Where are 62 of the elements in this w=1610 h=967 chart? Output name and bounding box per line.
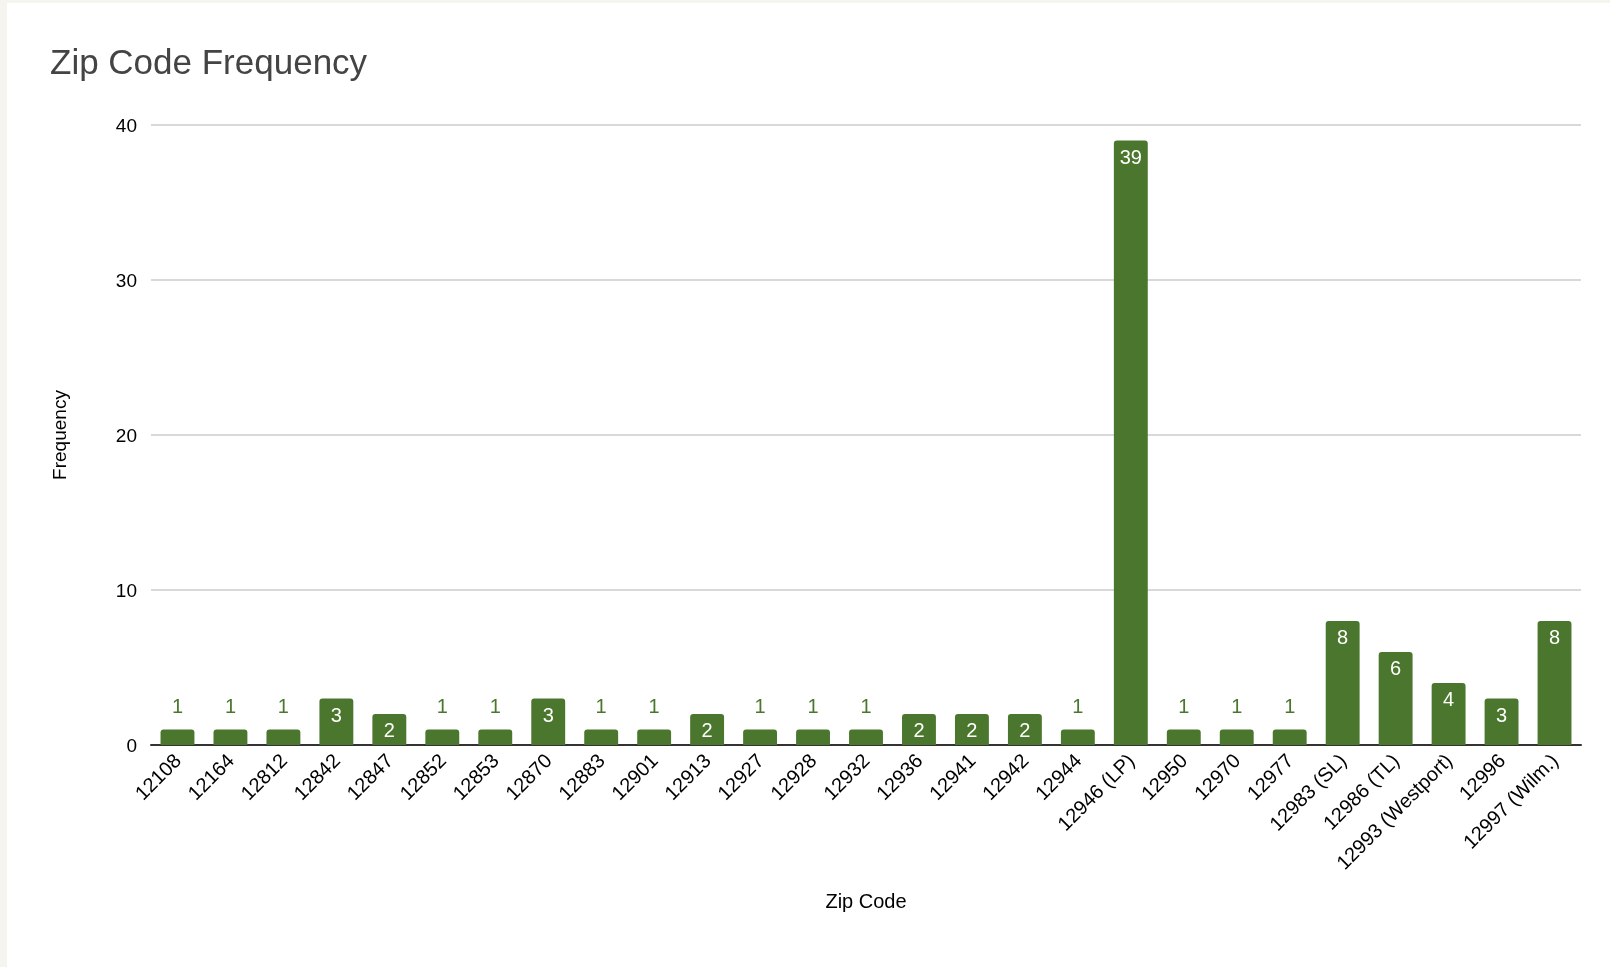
data-label: 1: [1284, 694, 1296, 717]
data-label: 2: [383, 719, 395, 741]
data-label: 3: [542, 703, 554, 726]
bar: [1060, 729, 1095, 745]
data-label: 1: [648, 694, 660, 717]
bar: [1007, 714, 1042, 745]
bar: [743, 729, 778, 745]
data-label: 2: [701, 719, 713, 741]
data-label: 39: [1119, 145, 1142, 168]
bar: [160, 729, 195, 745]
data-label: 1: [489, 694, 501, 717]
data-label: 1: [807, 694, 819, 717]
bar: [425, 729, 460, 745]
y-axis-title: Frequency: [49, 389, 70, 480]
bar: [1537, 621, 1572, 745]
chart-title: Zip Code Frequency: [50, 42, 368, 81]
data-label: 1: [754, 694, 766, 717]
bar: [1378, 652, 1413, 745]
data-label: 8: [1548, 626, 1561, 648]
data-label: 2: [1019, 719, 1031, 741]
data-label: 3: [330, 703, 342, 726]
data-label: 1: [224, 694, 237, 717]
data-label: 1: [1231, 694, 1243, 717]
bar: [849, 729, 883, 745]
bar: [1272, 729, 1307, 745]
y-tick-label: 0: [126, 734, 137, 756]
bar: [1325, 621, 1360, 745]
bar: [954, 714, 989, 745]
bar: [266, 729, 301, 745]
y-tick-label: 10: [115, 579, 137, 601]
bar: [372, 714, 407, 745]
bar: [796, 729, 830, 745]
data-label: 2: [966, 719, 978, 741]
data-label: 1: [1072, 694, 1084, 717]
bar: [1484, 698, 1519, 745]
data-label: 3: [1495, 703, 1508, 726]
data-label: 1: [1178, 694, 1190, 717]
data-label: 1: [436, 694, 448, 717]
x-axis-title: Zip Code: [825, 890, 907, 912]
data-label: 1: [595, 694, 607, 717]
y-tick-label: 30: [115, 269, 137, 291]
data-label: 1: [277, 694, 289, 717]
y-tick-label: 40: [115, 114, 137, 136]
bar: [1166, 729, 1201, 745]
data-label: 1: [171, 694, 184, 717]
data-label: 8: [1337, 626, 1349, 648]
bar: [902, 714, 936, 745]
bar: [1113, 140, 1148, 745]
bar: [319, 698, 354, 745]
data-label: 1: [860, 694, 872, 717]
bar: [690, 714, 725, 745]
data-label: 2: [913, 719, 925, 741]
bar: [531, 698, 566, 745]
bar: [584, 729, 619, 745]
data-label: 4: [1443, 688, 1455, 710]
bar: [1431, 683, 1466, 745]
y-tick-label: 20: [115, 424, 137, 446]
bar: [637, 729, 672, 745]
data-label: 6: [1390, 657, 1402, 679]
bar: [478, 729, 513, 745]
bar: [1219, 729, 1254, 745]
bar: [213, 729, 248, 745]
